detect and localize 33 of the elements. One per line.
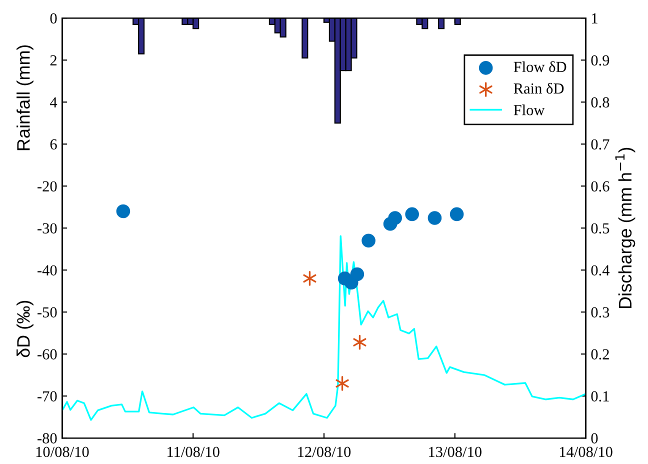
y-tick-label: -60 [38,349,57,360]
y-axis-title: δD (‰) [16,300,34,358]
y3-axis-title: Rainfall (mm) [16,45,34,150]
x-tick-label: 12/08/10 [298,446,351,458]
y2-tick-label: 0.7 [591,139,610,150]
y-tick-label: -50 [38,307,57,318]
y3-tick-label: 4 [50,97,58,108]
legend-label: Flow [514,104,545,116]
y-tick-label: -40 [38,265,57,276]
y2-tick-label: 0 [591,433,598,444]
y2-tick-label: 0.2 [591,349,609,360]
x-tick-label: 11/08/10 [168,446,220,458]
y-tick-label: -20 [38,181,57,192]
y-tick-label: -80 [38,433,57,444]
y3-tick-label: 0 [50,13,57,24]
y3-tick-label: 2 [50,55,57,66]
legend-label: Flow δD [514,61,566,72]
legend-label: Rain δD [514,82,564,94]
y2-tick-label: 1 [592,13,598,24]
x-tick-label: 13/08/10 [429,446,482,458]
x-tick-label: 10/08/10 [36,446,89,458]
y2-tick-label: 0.1 [591,391,609,402]
y2-tick-label: 0.3 [591,307,610,318]
x-tick-label: 14/08/10 [560,446,612,458]
y2-tick-label: 0.8 [591,97,610,108]
y2-tick-label: 0.5 [591,223,610,234]
y2-tick-label: 0.9 [591,55,610,66]
y-tick-label: -70 [38,391,57,402]
y2-tick-label: 0.4 [591,265,610,276]
y2-axis-title: Discharge (mm h$^{−1}$) [615,148,636,308]
y-tick-label: -30 [38,223,57,234]
y2-tick-label: 0.6 [591,181,610,192]
y3-tick-label: 6 [50,139,57,150]
